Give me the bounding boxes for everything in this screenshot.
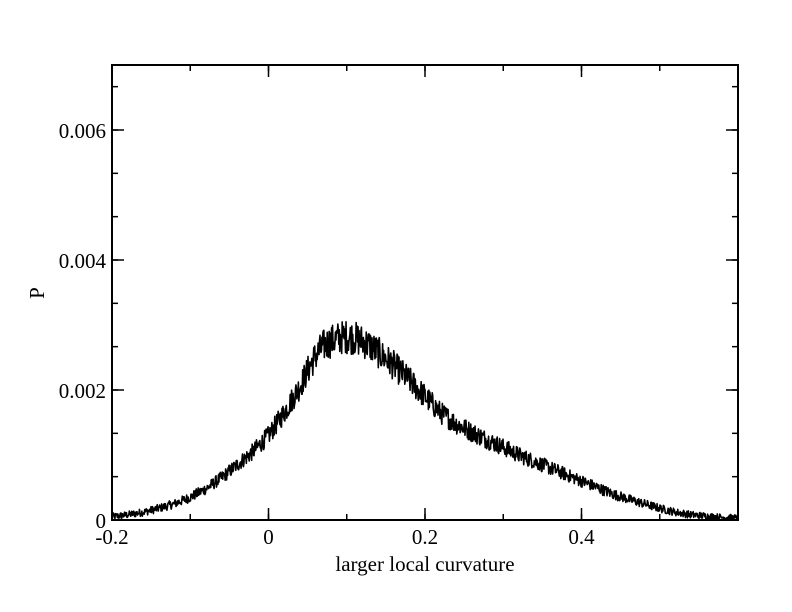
x-tick-label: -0.2 — [95, 525, 128, 549]
y-axis-title: P — [25, 287, 49, 299]
y-tick-label: 0.006 — [59, 119, 106, 143]
y-tick-label: 0.004 — [59, 249, 107, 273]
y-tick-label: 0.002 — [59, 379, 106, 403]
series-line — [111, 321, 739, 521]
axis-ticks — [111, 65, 739, 521]
x-tick-label: 0 — [263, 525, 274, 549]
y-tick-label: 0 — [96, 509, 107, 533]
plot-frame — [111, 64, 739, 521]
x-tick-label: 0.4 — [568, 525, 595, 549]
x-tick-label: 0.2 — [412, 525, 438, 549]
x-axis-title: larger local curvature — [335, 552, 514, 576]
